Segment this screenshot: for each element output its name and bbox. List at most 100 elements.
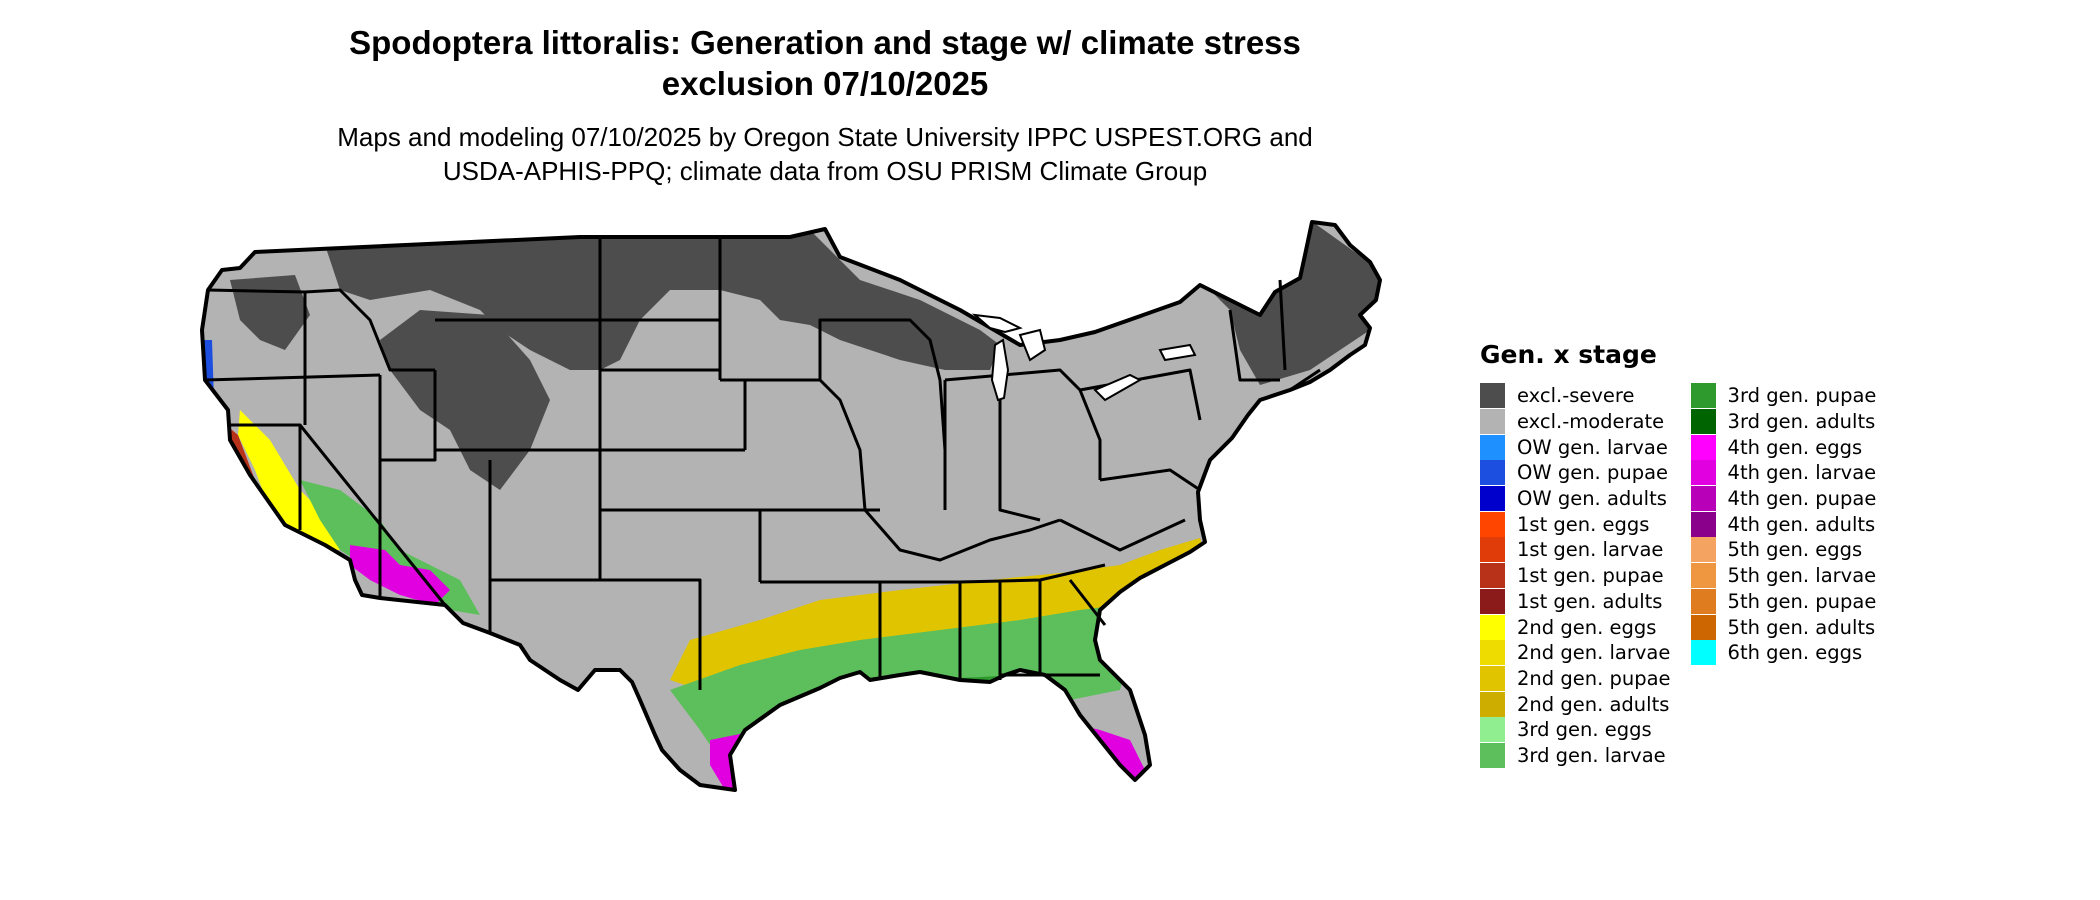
legend-label: excl.-severe [1517,384,1635,408]
legend-label: OW gen. adults [1517,487,1667,511]
legend-label: 6th gen. eggs [1727,641,1863,665]
legend-item: OW gen. larvae [1480,434,1671,460]
legend-swatch [1690,588,1716,614]
legend-item: 2nd gen. larvae [1480,640,1671,666]
map-title: Spodoptera littoralis: Generation and st… [160,22,1490,104]
legend-label: excl.-moderate [1517,410,1665,434]
legend-swatch [1480,640,1505,666]
map-subtitle-line-2: USDA-APHIS-PPQ; climate data from OSU PR… [442,156,1208,186]
legend-item: excl.-moderate [1480,409,1671,435]
legend-columns: excl.-severe excl.-moderate OW gen. larvae… [1480,383,1876,768]
legend-label: 5th gen. larvae [1727,564,1877,588]
legend-swatch [1480,717,1505,743]
legend-label: OW gen. pupae [1517,461,1669,485]
legend-swatch [1690,640,1716,666]
us-map [200,220,1382,845]
legend-label: 2nd gen. larvae [1517,641,1671,665]
region-4th-gen-texas [710,720,830,790]
legend-label: 3rd gen. pupae [1727,384,1877,408]
legend-swatch [1480,434,1505,460]
legend-item: 5th gen. eggs [1690,537,1877,563]
legend-item: 1st gen. pupae [1480,563,1671,589]
legend-label: 1st gen. pupae [1517,564,1664,588]
legend-item: 3rd gen. adults [1690,409,1877,435]
legend-label: 1st gen. larvae [1517,538,1664,562]
map-title-line-2: exclusion 07/10/2025 [661,65,989,102]
legend-swatch [1690,563,1716,589]
legend-item: OW gen. pupae [1480,460,1671,486]
legend-item: 3rd gen. pupae [1690,383,1877,409]
legend-item: 6th gen. eggs [1690,640,1877,666]
legend-item: 2nd gen. eggs [1480,614,1671,640]
region-excl-severe-north [320,230,1000,370]
legend-label: 3rd gen. adults [1727,410,1876,434]
legend-swatch [1480,537,1505,563]
region-excl-severe-rockies [380,310,550,490]
legend-item: 4th gen. larvae [1690,460,1877,486]
legend-title: Gen. x stage [1480,340,1657,369]
region-5th-gen-florida [1100,810,1145,845]
state-borders [204,237,1321,690]
legend-item: 4th gen. adults [1690,511,1877,537]
legend-label: OW gen. larvae [1517,435,1668,459]
legend-swatch [1690,486,1716,512]
legend-label: 5th gen. eggs [1727,538,1863,562]
legend-item: 5th gen. pupae [1690,588,1877,615]
legend-label: 4th gen. eggs [1727,435,1863,459]
legend-column-1: excl.-severe excl.-moderate OW gen. larvae… [1480,383,1671,768]
legend-swatch [1690,434,1716,460]
legend-item: 4th gen. pupae [1690,486,1877,512]
legend-item: 5th gen. larvae [1690,563,1877,589]
map-title-line-1: Spodoptera littoralis: Generation and st… [349,24,1301,61]
legend-swatch [1480,486,1505,512]
great-lakes [971,313,1197,402]
legend-item: 1st gen. larvae [1480,537,1671,563]
legend-label: 1st gen. eggs [1517,512,1650,536]
legend-label: 4th gen. larvae [1727,461,1877,485]
legend-swatch [1480,563,1505,589]
legend-item: 3rd gen. eggs [1480,717,1671,743]
region-2nd-gen-california [238,410,340,550]
legend-item: 2nd gen. adults [1480,691,1671,717]
legend-swatch [1690,460,1716,486]
legend-item: 4th gen. eggs [1690,434,1877,460]
us-outline [200,220,1382,792]
legend-label: 2nd gen. pupae [1517,666,1671,690]
legend-swatch [1690,614,1716,640]
legend-item: 2nd gen. pupae [1480,665,1671,692]
legend-label: 2nd gen. adults [1517,692,1670,716]
legend-swatch [1480,665,1505,691]
legend-swatch [1480,383,1505,409]
legend-swatch [1480,588,1505,614]
legend-swatch [1690,511,1716,537]
legend-label: 3rd gen. larvae [1517,743,1666,767]
legend-swatch [1480,460,1505,486]
legend-swatch [1480,409,1505,435]
map-subtitle-line-1: Maps and modeling 07/10/2025 by Oregon S… [337,122,1313,152]
legend-label: 2nd gen. eggs [1517,615,1657,639]
legend-swatch [1480,511,1505,537]
map-subtitle: Maps and modeling 07/10/2025 by Oregon S… [160,120,1490,188]
legend-item: 3rd gen. larvae [1480,742,1671,769]
region-4th-gen-arizona [350,545,450,605]
legend-label: 5th gen. adults [1727,615,1876,639]
legend-item: excl.-severe [1480,383,1671,409]
legend-column-2: 3rd gen. pupae 3rd gen. adults 4th gen. eg… [1690,383,1877,768]
legend-swatch [1690,537,1716,563]
legend-label: 4th gen. adults [1727,512,1876,536]
legend-label: 3rd gen. eggs [1517,718,1652,742]
legend-item: 5th gen. adults [1690,614,1877,640]
legend-label: 4th gen. pupae [1727,487,1877,511]
region-excl-severe-west [230,275,310,350]
legend-label: 5th gen. pupae [1727,589,1877,613]
legend-swatch [1480,742,1505,768]
legend-swatch [1480,614,1505,640]
legend-item: OW gen. adults [1480,486,1671,512]
legend-item: 1st gen. eggs [1480,511,1671,537]
legend: Gen. x stage excl.-severe excl.-moderate O… [1480,340,1876,768]
legend-swatch [1480,691,1505,717]
legend-swatch [1690,409,1716,435]
legend-swatch [1690,383,1716,409]
legend-item: 1st gen. adults [1480,588,1671,615]
legend-label: 1st gen. adults [1517,589,1663,613]
